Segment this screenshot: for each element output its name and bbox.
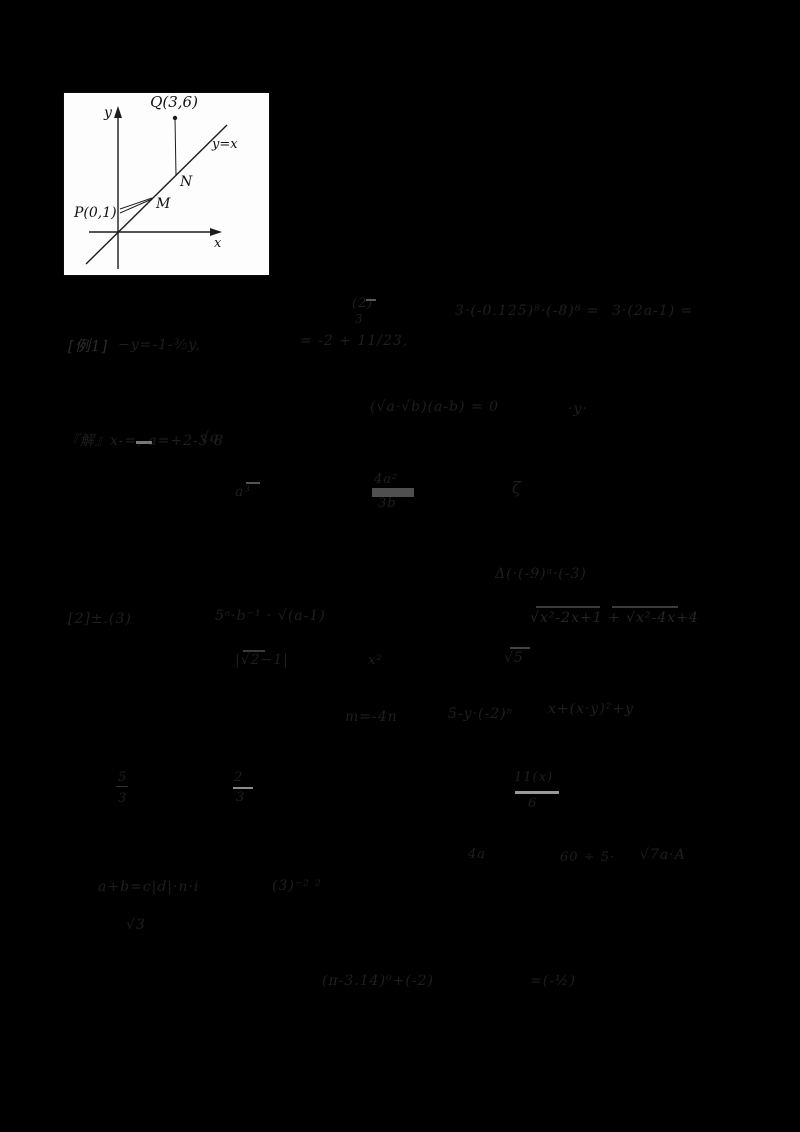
segment-p-m-upper: [119, 197, 153, 210]
formula-fragment: m=-4n: [345, 709, 398, 725]
label-m-point: M: [155, 196, 171, 212]
segment-p-m-lower: [119, 198, 153, 214]
x-axis-arrow-icon: [210, 228, 222, 236]
formula-fragment: 3·(2a-1) =: [612, 303, 694, 319]
formula-fragment: 6: [528, 796, 538, 811]
formula-fragment: ζ: [512, 478, 522, 497]
formula-fragment: √x²-2x+1 + √x²-4x+4: [530, 610, 699, 626]
fraction-bar: [246, 482, 260, 484]
label-x-axis: x: [214, 236, 222, 251]
formula-fragment: √7a·A: [640, 847, 686, 863]
formula-fragment: √3: [126, 917, 146, 933]
formula-fragment: (π-3.14)⁰+(-2): [322, 973, 434, 989]
formula-fragment: |√2−1|: [235, 652, 289, 668]
formula-fragment: 60 ÷ 5·: [560, 850, 616, 865]
formula-fragment: 11(x): [514, 770, 554, 785]
formula-fragment: [例1]: [68, 337, 109, 355]
label-y-axis: y: [103, 105, 113, 121]
formula-fragment: 4a: [468, 847, 487, 862]
formula-fragment: 3·(-0.125)⁸·(-8)⁸ =: [455, 303, 600, 319]
formula-fragment: (√a·√b)(a-b) = 0: [370, 399, 500, 415]
fraction-bar: [366, 299, 376, 301]
formula-fragment: = -2 + 11/23,: [300, 333, 409, 349]
formula-fragment: √5: [504, 650, 524, 666]
label-line-equation: y=x: [211, 137, 238, 152]
fraction-bar: [515, 791, 559, 794]
label-n-point: N: [179, 174, 193, 190]
formula-fragment: 3: [118, 791, 128, 806]
fraction-bar: [136, 441, 152, 444]
fraction-bar: [510, 647, 530, 649]
formula-fragment: x+(x·y)²+y: [548, 701, 635, 717]
formula-fragment: a+b=c|d|·n·i: [98, 879, 200, 895]
fraction-bar: [612, 606, 678, 608]
fraction-bar: [243, 650, 265, 652]
formula-fragment: 3: [355, 312, 364, 326]
formula-fragment: 2: [234, 770, 244, 785]
formula-fragment: x²: [368, 653, 383, 668]
formula-fragment: 5: [118, 770, 128, 785]
fraction-bar: [116, 786, 128, 787]
fraction-bar: [233, 787, 253, 789]
formula-fragment: Δ(·(-9)ᵃ·(-3): [495, 566, 587, 582]
formula-fragment: ·y·: [568, 401, 588, 417]
coordinate-figure: Q(3,6) y y=x N M P(0,1) x: [64, 93, 269, 275]
formula-fragment: 4a²: [374, 472, 399, 487]
formula-fragment: √a: [200, 430, 220, 446]
line-y-equals-x: [85, 124, 228, 265]
coordinate-figure-svg: Q(3,6) y y=x N M P(0,1) x: [73, 93, 238, 269]
formula-fragment: [2]±.(3): [68, 611, 132, 627]
formula-fragment: 5-y·(-2)ⁿ: [448, 706, 514, 722]
formula-fragment: (3)⁻² ²: [272, 878, 322, 894]
formula-fragment: a³: [235, 484, 251, 500]
fraction-bar: [536, 606, 600, 608]
label-p-point: P(0,1): [73, 205, 117, 221]
fraction-bar: [372, 488, 414, 497]
label-q-point: Q(3,6): [150, 93, 198, 111]
y-axis-arrow-icon: [114, 106, 122, 118]
formula-fragment: 3: [236, 790, 246, 805]
formula-fragment: =(-½): [530, 973, 576, 989]
formula-fragment: −y=-1-⅗y,: [118, 337, 201, 353]
point-q-dot: [172, 115, 178, 121]
segment-q-n: [174, 117, 177, 177]
formula-fragment: 5ᵃ·b⁻¹ · √(a-1): [215, 608, 326, 624]
formula-fragment: 3b: [378, 496, 397, 511]
